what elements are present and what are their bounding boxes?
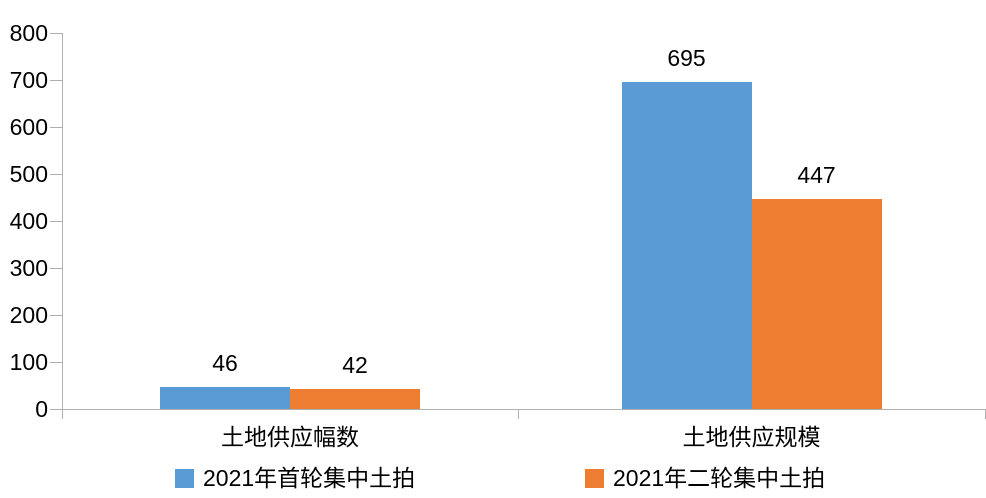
y-axis-tick [50,174,62,175]
y-axis-tick [50,409,62,410]
bar-series1-cat1 [160,387,290,409]
y-axis-tick-label: 300 [9,255,48,281]
bar-series1-cat2 [621,82,752,409]
y-axis-tick-label: 200 [9,302,48,328]
y-axis-tick-label: 600 [9,114,48,140]
y-axis-tick-label: 0 [35,396,48,422]
data-label: 42 [342,352,368,379]
legend-item: 2021年首轮集中土拍 [175,465,415,491]
y-axis-line [62,33,63,419]
data-label: 695 [667,45,706,72]
y-axis-tick [50,80,62,81]
y-axis-tick-label: 500 [9,161,48,187]
legend-swatch-icon [175,468,194,488]
x-axis-tick [62,409,63,419]
x-axis-tick [518,409,519,419]
y-axis-tick-label: 400 [9,208,48,234]
y-axis-tick [50,315,62,316]
y-axis-tick [50,221,62,222]
y-axis-tick-label: 100 [9,349,48,375]
category-label: 土地供应幅数 [221,424,359,450]
data-label: 447 [797,161,836,188]
data-label: 46 [212,350,238,377]
y-axis-tick-label: 700 [9,67,48,93]
legend-label: 2021年首轮集中土拍 [203,465,416,491]
y-axis-tick [50,127,62,128]
legend-swatch-icon [585,468,604,488]
bar-series2-cat2 [751,198,882,409]
y-axis-tick [50,268,62,269]
bar-series2-cat1 [290,389,420,409]
y-axis-tick-label: 800 [9,20,48,46]
legend-item: 2021年二轮集中土拍 [585,465,825,491]
y-axis-tick [50,362,62,363]
legend-label: 2021年二轮集中土拍 [613,465,826,491]
category-label: 土地供应规模 [682,424,821,450]
y-axis-tick [50,33,62,34]
x-axis-line [62,409,985,410]
